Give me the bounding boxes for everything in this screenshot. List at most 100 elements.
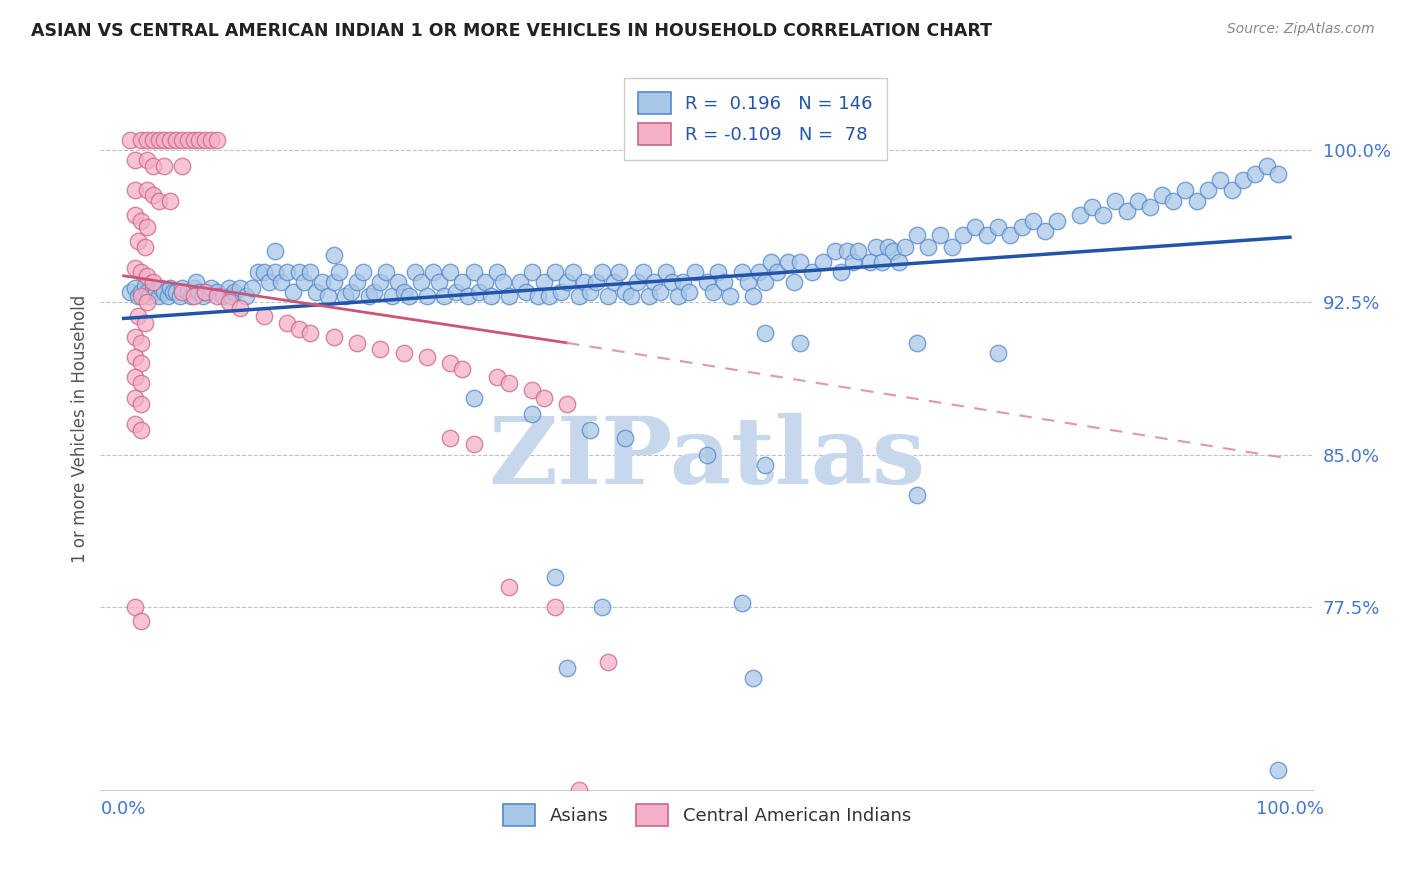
- Point: [375, 265, 398, 279]
- Point: [142, 281, 165, 295]
- Point: [153, 285, 176, 299]
- Point: [416, 350, 439, 364]
- Point: [538, 289, 561, 303]
- Point: [439, 265, 461, 279]
- Point: [129, 335, 152, 350]
- Point: [917, 240, 939, 254]
- Point: [299, 265, 322, 279]
- Point: [270, 275, 292, 289]
- Point: [754, 326, 776, 340]
- Point: [515, 285, 537, 299]
- Point: [159, 133, 181, 147]
- Point: [357, 289, 380, 303]
- Point: [1244, 167, 1267, 181]
- Point: [138, 289, 160, 303]
- Point: [200, 133, 222, 147]
- Point: [124, 330, 146, 344]
- Point: [134, 240, 156, 254]
- Point: [246, 265, 269, 279]
- Point: [889, 254, 911, 268]
- Point: [1033, 224, 1056, 238]
- Point: [789, 254, 811, 268]
- Point: [328, 265, 350, 279]
- Point: [136, 133, 159, 147]
- Point: [783, 275, 806, 289]
- Point: [183, 133, 205, 147]
- Point: [620, 289, 643, 303]
- Point: [134, 279, 156, 293]
- Point: [718, 289, 741, 303]
- Point: [655, 265, 678, 279]
- Point: [416, 289, 439, 303]
- Point: [136, 153, 159, 167]
- Point: [1232, 173, 1254, 187]
- Point: [124, 350, 146, 364]
- Point: [148, 133, 170, 147]
- Point: [170, 133, 193, 147]
- Point: [602, 275, 624, 289]
- Point: [433, 289, 456, 303]
- Point: [169, 289, 191, 303]
- Point: [1174, 184, 1197, 198]
- Point: [129, 265, 152, 279]
- Point: [533, 275, 555, 289]
- Point: [1139, 200, 1161, 214]
- Point: [579, 423, 602, 437]
- Point: [229, 281, 252, 295]
- Point: [305, 285, 328, 299]
- Point: [142, 133, 165, 147]
- Point: [457, 289, 479, 303]
- Point: [666, 289, 689, 303]
- Point: [124, 281, 146, 295]
- Point: [335, 289, 357, 303]
- Point: [748, 265, 770, 279]
- Point: [631, 265, 654, 279]
- Point: [765, 265, 787, 279]
- Point: [322, 275, 344, 289]
- Point: [409, 275, 432, 289]
- Point: [188, 133, 211, 147]
- Y-axis label: 1 or more Vehicles in Household: 1 or more Vehicles in Household: [72, 295, 89, 564]
- Point: [614, 285, 637, 299]
- Point: [136, 184, 159, 198]
- Point: [731, 596, 754, 610]
- Point: [905, 335, 928, 350]
- Point: [294, 275, 316, 289]
- Point: [439, 431, 461, 445]
- Point: [287, 321, 309, 335]
- Point: [170, 281, 193, 295]
- Point: [865, 240, 887, 254]
- Point: [124, 208, 146, 222]
- Point: [585, 275, 607, 289]
- Point: [520, 383, 543, 397]
- Point: [422, 265, 444, 279]
- Text: ASIAN VS CENTRAL AMERICAN INDIAN 1 OR MORE VEHICLES IN HOUSEHOLD CORRELATION CHA: ASIAN VS CENTRAL AMERICAN INDIAN 1 OR MO…: [31, 22, 991, 40]
- Point: [253, 310, 276, 324]
- Point: [427, 275, 450, 289]
- Point: [894, 240, 917, 254]
- Point: [759, 254, 782, 268]
- Text: Source: ZipAtlas.com: Source: ZipAtlas.com: [1227, 22, 1375, 37]
- Point: [136, 295, 159, 310]
- Point: [800, 265, 823, 279]
- Point: [224, 285, 246, 299]
- Point: [678, 285, 700, 299]
- Point: [444, 285, 467, 299]
- Point: [387, 275, 409, 289]
- Point: [124, 417, 146, 431]
- Point: [129, 423, 152, 437]
- Point: [340, 285, 363, 299]
- Point: [643, 275, 665, 289]
- Point: [392, 346, 415, 360]
- Point: [696, 275, 718, 289]
- Point: [661, 275, 683, 289]
- Point: [129, 614, 152, 628]
- Point: [976, 228, 998, 243]
- Point: [177, 285, 200, 299]
- Point: [987, 220, 1010, 235]
- Point: [998, 228, 1021, 243]
- Point: [124, 370, 146, 384]
- Point: [963, 220, 986, 235]
- Point: [870, 254, 893, 268]
- Point: [368, 275, 391, 289]
